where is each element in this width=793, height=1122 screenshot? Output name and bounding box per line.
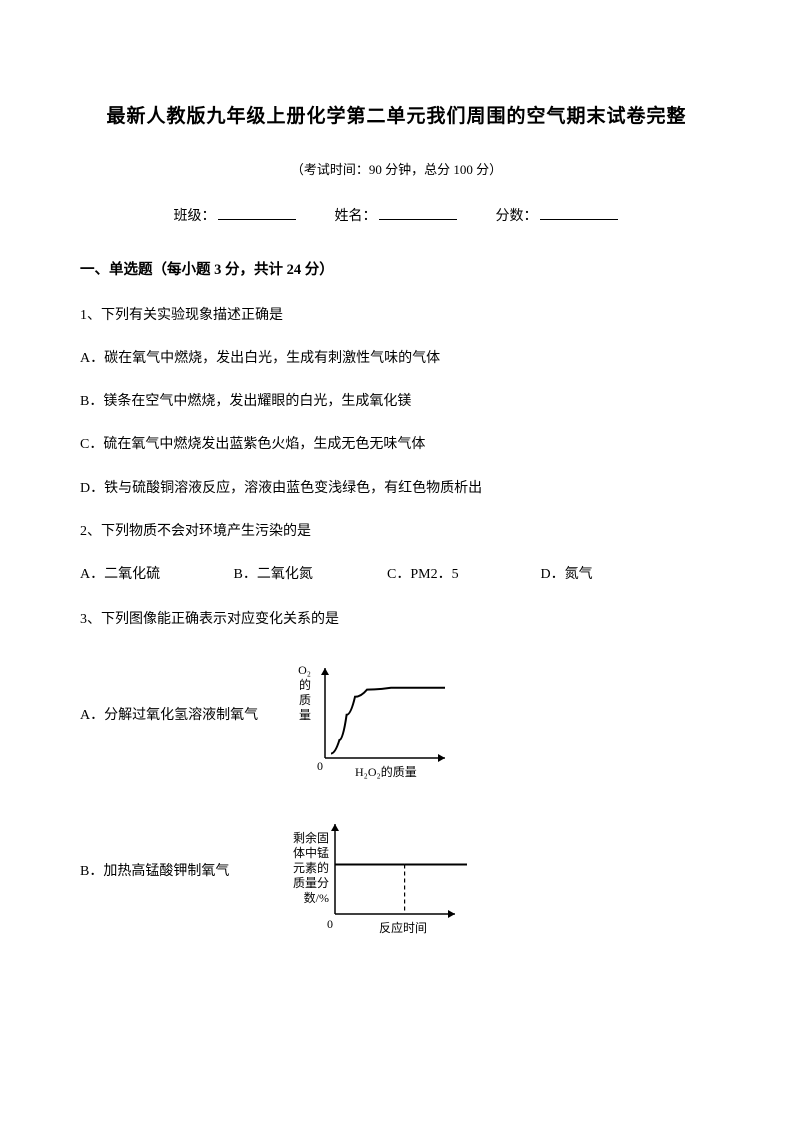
svg-text:O₂: O₂ [298, 663, 311, 677]
svg-text:0: 0 [317, 759, 323, 773]
svg-text:的: 的 [299, 677, 311, 692]
q3-opt-b: B．加热高锰酸钾制氧气 [80, 859, 275, 884]
q1-stem: 1、下列有关实验现象描述正确是 [80, 303, 713, 328]
chart-b: 剩余固体中锰元素的质量分数/% 0 反应时间 [275, 806, 475, 936]
q2-stem: 2、下列物质不会对环境产生污染的是 [80, 519, 713, 544]
section-1-heading: 一、单选题（每小题 3 分，共计 24 分） [80, 257, 713, 283]
svg-text:元素的: 元素的 [293, 860, 329, 875]
svg-text:反应时间: 反应时间 [379, 920, 427, 935]
chart-b-svg: 剩余固体中锰元素的质量分数/% 0 反应时间 [275, 806, 475, 936]
svg-text:数/%: 数/% [304, 890, 329, 905]
chart-a: O₂的质量 0 H₂O₂的质量 [275, 650, 475, 780]
score-blank [540, 206, 618, 220]
chart-a-svg: O₂的质量 0 H₂O₂的质量 [275, 650, 475, 780]
q3-opt-a: A．分解过氧化氢溶液制氧气 [80, 703, 275, 728]
q2-opt-a: A．二氧化硫 [80, 562, 230, 587]
page-title: 最新人教版九年级上册化学第二单元我们周围的空气期末试卷完整 [80, 100, 713, 134]
q3-stem: 3、下列图像能正确表示对应变化关系的是 [80, 607, 713, 632]
q2-options: A．二氧化硫 B．二氧化氮 C．PM2．5 D．氮气 [80, 562, 713, 587]
svg-text:量: 量 [299, 708, 311, 722]
exam-meta: （考试时间：90 分钟，总分 100 分） [80, 158, 713, 181]
svg-text:体中锰: 体中锰 [293, 845, 329, 860]
q2-opt-d: D．氮气 [541, 562, 691, 587]
svg-text:质: 质 [299, 693, 311, 707]
svg-text:H₂O₂的质量: H₂O₂的质量 [355, 764, 417, 779]
q3-option-a-row: A．分解过氧化氢溶液制氧气 O₂的质量 0 H₂O₂的质量 [80, 650, 713, 780]
q1-opt-a: A．碳在氧气中燃烧，发出白光，生成有刺激性气味的气体 [80, 346, 713, 371]
q2-opt-b: B．二氧化氮 [234, 562, 384, 587]
name-label: 姓名： [335, 209, 377, 224]
svg-text:质量分: 质量分 [293, 876, 329, 890]
q1-opt-b: B．镁条在空气中燃烧，发出耀眼的白光，生成氧化镁 [80, 389, 713, 414]
svg-text:剩余固: 剩余固 [293, 830, 329, 845]
q2-opt-c: C．PM2．5 [387, 562, 537, 587]
q1-opt-c: C．硫在氧气中燃烧发出蓝紫色火焰，生成无色无味气体 [80, 432, 713, 457]
svg-text:0: 0 [327, 917, 333, 931]
class-blank [218, 206, 296, 220]
student-info-row: 班级： 姓名： 分数： [80, 204, 713, 229]
name-blank [379, 206, 457, 220]
q3-option-b-row: B．加热高锰酸钾制氧气 剩余固体中锰元素的质量分数/% 0 反应时间 [80, 806, 713, 936]
class-label: 班级： [174, 209, 216, 224]
q1-opt-d: D．铁与硫酸铜溶液反应，溶液由蓝色变浅绿色，有红色物质析出 [80, 476, 713, 501]
score-label: 分数： [496, 209, 538, 224]
